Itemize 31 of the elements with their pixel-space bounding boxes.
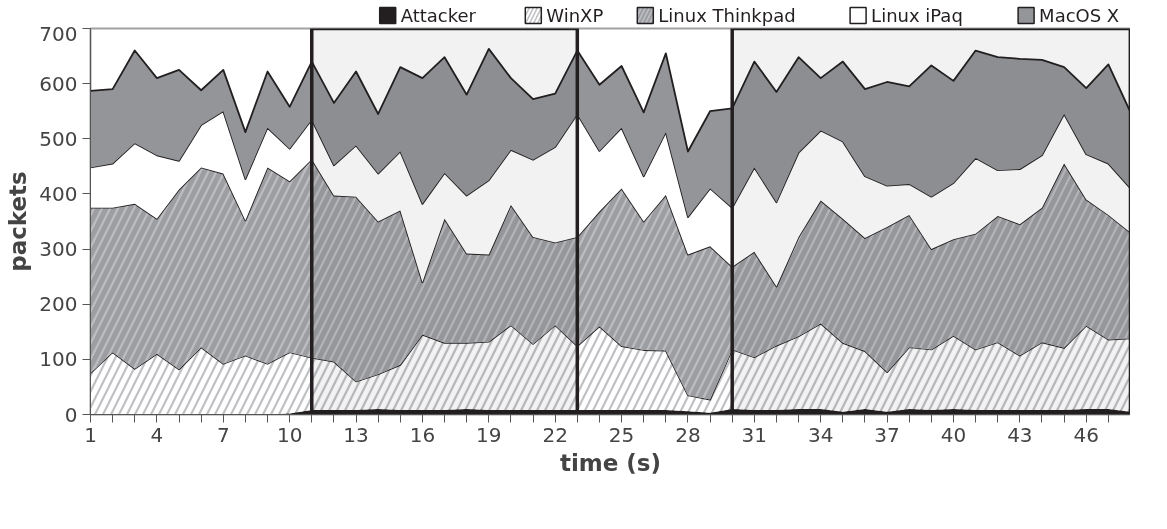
y-tick-label: 200 xyxy=(39,292,78,317)
y-axis-title: packets xyxy=(5,171,32,272)
x-tick-label: 22 xyxy=(542,422,568,447)
x-tick-label: 16 xyxy=(409,422,436,447)
y-tick-label: 300 xyxy=(39,237,78,262)
x-tick-label: 13 xyxy=(343,422,369,447)
x-tick-label: 10 xyxy=(276,422,303,447)
x-tick-label: 4 xyxy=(150,422,164,447)
y-tick-label: 100 xyxy=(39,347,78,372)
legend-label: Linux Thinkpad xyxy=(658,5,796,26)
y-tick-label: 600 xyxy=(39,71,78,96)
y-tick-label: 400 xyxy=(39,181,78,206)
x-tick-label: 40 xyxy=(940,422,967,447)
x-tick-label: 28 xyxy=(675,422,701,447)
x-tick-label: 1 xyxy=(84,422,97,447)
legend-label: MacOS X xyxy=(1039,5,1120,26)
x-tick-label: 31 xyxy=(741,422,768,447)
y-tick-label: 700 xyxy=(39,21,78,46)
legend-label: WinXP xyxy=(546,5,604,26)
y-tick-label: 500 xyxy=(39,126,78,151)
x-tick-label: 37 xyxy=(874,422,900,447)
x-tick-label: 19 xyxy=(476,422,502,447)
x-tick-label: 7 xyxy=(216,422,230,447)
x-tick-label: 43 xyxy=(1007,422,1033,447)
x-tick-label: 46 xyxy=(1073,422,1099,447)
legend-label: Linux iPaq xyxy=(871,5,963,26)
x-axis-title: time (s) xyxy=(559,449,662,476)
legend-label: Attacker xyxy=(400,5,477,26)
x-tick-label: 34 xyxy=(807,422,834,447)
x-tick-label: 25 xyxy=(608,422,635,447)
y-tick-label: 0 xyxy=(64,402,78,427)
